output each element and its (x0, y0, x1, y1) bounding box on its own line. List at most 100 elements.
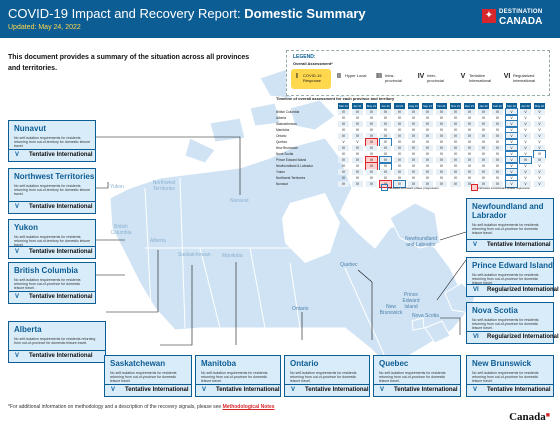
assessment-cell: IV (422, 109, 433, 115)
assessment-cell: V (538, 176, 541, 180)
assessment-cell: IV (478, 109, 489, 115)
assessment-cell: IV (393, 180, 406, 188)
assessment-cell: IV (352, 133, 363, 139)
assessment-cell: IV (352, 145, 363, 151)
province-card-manitoba: Manitoba No self-isolation requirements … (195, 355, 281, 397)
assessment-cell: IV (341, 152, 346, 156)
assessment-cell: V (505, 138, 518, 146)
assessment-cell: IV (369, 128, 374, 132)
assessment-cell: IV (352, 157, 363, 163)
assessment-cell: IV (383, 152, 388, 156)
assessment-cell: IV (341, 128, 346, 132)
assessment-cell: IV (355, 128, 360, 132)
assessment-cell: IV (380, 133, 391, 139)
province-name: New Brunswick (276, 146, 298, 150)
assessment-cell: V (505, 156, 518, 164)
assessment-cell: IV (481, 152, 486, 156)
assessment-cell: IV (467, 152, 472, 156)
province-card-ns: Nova Scotia No self-isolation requiremen… (466, 302, 559, 344)
assessment-cell: V (505, 126, 518, 134)
assessment-cell: IV (338, 181, 349, 187)
assessment-cell: IV (338, 157, 349, 163)
month-header: Apr 22 (520, 103, 531, 109)
map-label-bc: British Columbia (110, 224, 132, 236)
assessment-cell: IV (397, 128, 402, 132)
legend-subtitle: Overall Assessment* (293, 61, 333, 66)
assessment-cell: IV (464, 181, 475, 187)
assessment-cell: IV (436, 145, 447, 151)
assessment-cell: IV (425, 164, 430, 168)
assessment-cell: V (520, 169, 531, 175)
assessment-cell: IV (450, 181, 461, 187)
map-label-quebec: Quebec (340, 262, 358, 268)
province-name: Nova Scotia (276, 152, 294, 156)
assessment-cell: V (505, 168, 518, 176)
assessment-cell: IV (481, 116, 486, 120)
methodological-notes-link[interactable]: Methodological Notes (222, 404, 275, 410)
assessment-cell: IV (453, 164, 458, 168)
assessment-cell: V (534, 133, 545, 139)
assessment-cell: IV (453, 140, 458, 144)
assessment-cell: IV (495, 152, 500, 156)
month-header: Feb 22 (492, 103, 503, 109)
assessment-cell: IV (338, 121, 349, 127)
assessment-cell: IV (369, 116, 374, 120)
map-label-nwt: Northwest Territories (152, 180, 176, 192)
assessment-cell: IV (436, 169, 447, 175)
assessment-cell: IV (495, 116, 500, 120)
forward-key-label: Indicates a forward phase progression (388, 186, 439, 190)
map-label-yukon: Yukon (110, 184, 124, 190)
province-card-bc: British Columbia No self-isolation requi… (8, 262, 96, 304)
assessment-cell: IV (397, 140, 402, 144)
assessment-cell: IV (380, 145, 391, 151)
assessment-cell: IV (467, 128, 472, 132)
status-badge: V Tentative International (467, 384, 553, 396)
assessment-cell: IV (355, 176, 360, 180)
map-label-pei: Prince Edward Island (402, 292, 420, 310)
map-label-alberta: Alberta (150, 238, 166, 244)
assessment-cell: V (538, 140, 541, 144)
month-header: Jan 22 (478, 103, 489, 109)
assessment-cell: V (524, 116, 527, 120)
assessment-cell: IV (478, 181, 489, 187)
assessment-cell: IV (422, 121, 433, 127)
assessment-cell: V (524, 140, 527, 144)
assessment-cell: IV (450, 109, 461, 115)
province-name: Newfoundland & Labrador (276, 164, 314, 168)
assessment-cell: IV (467, 176, 472, 180)
assessment-cell: IV (425, 176, 430, 180)
status-badge: V Tentative International (467, 239, 553, 251)
timeline-header-row: Mar 21 Apr 21 May 21 Jun 21 Jul 21 Aug 21 Sep … (276, 103, 551, 109)
assessment-cell: IV (394, 157, 405, 163)
assessment-cell: V (505, 132, 518, 140)
assessment-cell: V (534, 121, 545, 127)
month-header: Apr 21 (352, 103, 363, 109)
province-card-nb: New Brunswick No self-isolation requirem… (466, 355, 554, 397)
province-card-nl: Newfoundland and Labrador No self-isolat… (466, 198, 554, 252)
assessment-cell: IV (481, 128, 486, 132)
assessment-cell: IV (439, 164, 444, 168)
assessment-cell: IV (467, 140, 472, 144)
assessment-cell: V (524, 164, 527, 168)
month-header: Aug 21 (408, 103, 419, 109)
maple-leaf-icon: ✦ (482, 9, 496, 23)
assessment-cell: IV (436, 181, 447, 187)
assessment-cell: VI (533, 150, 546, 158)
month-header: Sep 21 (422, 103, 433, 109)
assessment-cell: IV (422, 145, 433, 151)
assessment-cell: IV (408, 157, 419, 163)
timeline-row: Saskatchewan IV IV IV IV IV IV IV IV IV IV IV IV V V V (276, 120, 551, 128)
assessment-cell: V (505, 108, 518, 116)
timeline-row: Nova Scotia IV IV IV IV IV IV IV IV IV IV IV IV V V VI (276, 150, 551, 158)
province-name: Saskatchewan (276, 122, 297, 126)
assessment-cell: V (520, 181, 531, 187)
assessment-cell: IV (411, 176, 416, 180)
assessment-cell: IV (464, 145, 475, 151)
timeline-row: Newfoundland & Labrador IV IV III IV IV IV IV IV… (276, 162, 551, 170)
timeline-row: Ontario IV IV IV IV IV IV IV IV IV IV IV IV V V V (276, 132, 551, 140)
assessment-cell: III (379, 180, 392, 188)
assessment-cell: IV (338, 109, 349, 115)
status-badge: V Tentative International (196, 384, 280, 396)
timeline-row: Nunavut IV IV IV III IV IV IV IV IV IV IV IV V V V (276, 180, 551, 188)
